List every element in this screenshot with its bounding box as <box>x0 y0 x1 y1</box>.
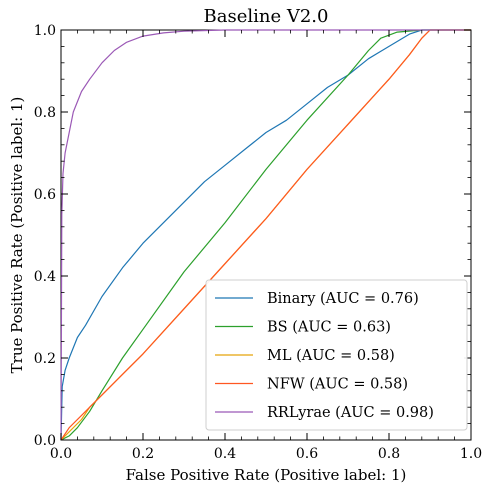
legend-box <box>205 279 468 431</box>
legend-label: Binary (AUC = 0.76) <box>267 291 419 307</box>
y-tick-label: 0.6 <box>34 187 56 203</box>
legend-label: ML (AUC = 0.58) <box>267 348 395 364</box>
y-tick-label: 1.0 <box>34 23 56 39</box>
y-tick-label: 0.2 <box>34 351 56 367</box>
y-tick-label: 0.4 <box>34 269 56 285</box>
x-tick-label: 0.8 <box>378 446 400 462</box>
legend-label: BS (AUC = 0.63) <box>267 320 391 336</box>
series-layer <box>60 29 471 441</box>
legend-label: RRLyrae (AUC = 0.98) <box>267 405 434 421</box>
series-line-3 <box>60 29 471 441</box>
x-tick-label: 0.6 <box>296 446 318 462</box>
series-line-0 <box>60 29 471 441</box>
ticks-layer: 0.0 0.2 0.4 0.6 0.8 1.0 0.0 0.2 0.4 0.6 0.8 1.0 <box>34 23 482 462</box>
y-axis-label: True Positive Rate (Positive label: 1) <box>8 97 26 374</box>
x-axis-label: False Positive Rate (Positive label: 1) <box>126 466 407 484</box>
legend: Binary (AUC = 0.76) BS (AUC = 0.63) ML (AU… <box>205 279 468 431</box>
series-line-4 <box>60 29 471 441</box>
x-tick-label: 0.2 <box>132 446 154 462</box>
x-tick-label: 0.4 <box>214 446 236 462</box>
chart-title: Baseline V2.0 <box>204 6 329 27</box>
series-line-1 <box>60 29 471 441</box>
legend-label: NFW (AUC = 0.58) <box>267 377 408 393</box>
x-tick-label: 1.0 <box>460 446 482 462</box>
y-tick-label: 0.8 <box>34 105 56 121</box>
y-tick-label: 0.0 <box>34 433 56 449</box>
x-tick-label: 0.0 <box>50 446 72 462</box>
